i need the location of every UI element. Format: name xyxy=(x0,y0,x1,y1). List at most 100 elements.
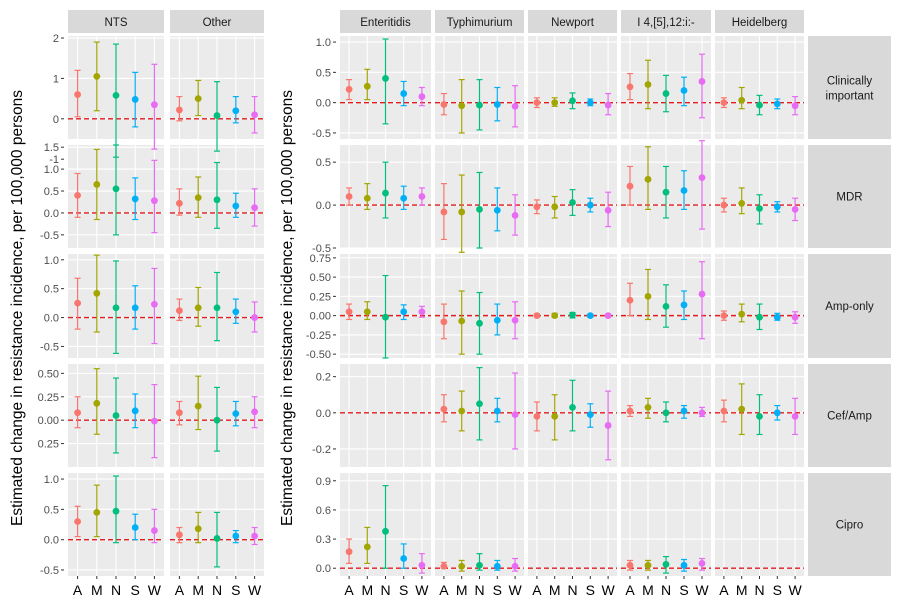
y-tick-label: 1.0 xyxy=(316,37,331,49)
point-estimate xyxy=(533,99,541,107)
point-estimate xyxy=(551,203,559,211)
y-tick-label: 0.00 xyxy=(38,415,59,427)
point-estimate xyxy=(251,204,258,212)
point-estimate xyxy=(458,102,466,110)
point-estimate xyxy=(176,409,183,417)
y-tick-label: 0.25 xyxy=(310,291,331,303)
point-estimate xyxy=(345,308,353,316)
point-estimate xyxy=(418,561,426,569)
point-estimate xyxy=(698,290,706,298)
y-tick-label: 0.25 xyxy=(38,439,59,451)
row-strip-cef-amp xyxy=(808,364,891,467)
column-strip-typhimurium xyxy=(435,10,524,33)
x-tick-label: S xyxy=(493,582,502,598)
x-tick-label: N xyxy=(661,582,671,598)
point-estimate xyxy=(662,302,670,310)
point-estimate xyxy=(440,562,448,570)
point-estimate xyxy=(644,292,652,300)
x-tick-label: S xyxy=(679,582,688,598)
y-tick-label: 0.0 xyxy=(316,408,331,420)
point-estimate xyxy=(476,400,483,408)
point-estimate xyxy=(251,408,258,416)
y-tick-label: 0.50 xyxy=(310,272,331,284)
x-tick-label: W xyxy=(508,582,522,598)
point-estimate xyxy=(604,101,612,109)
x-tick-label: M xyxy=(736,582,748,598)
x-tick-label: W xyxy=(148,582,162,598)
point-estimate xyxy=(493,206,501,214)
column-strip-label: Enteritidis xyxy=(360,17,411,29)
point-estimate xyxy=(738,199,746,207)
point-estimate xyxy=(93,399,101,407)
point-estimate xyxy=(151,197,158,205)
y-tick-label: 0.9 xyxy=(316,476,331,488)
x-tick-label: S xyxy=(773,582,782,598)
row-strip-clinically-important xyxy=(808,36,891,139)
y-tick-label: 0.0 xyxy=(44,313,59,325)
point-estimate xyxy=(112,185,120,193)
point-estimate xyxy=(400,194,408,202)
point-estimate xyxy=(74,192,81,199)
point-estimate xyxy=(112,412,120,419)
x-tick-label: W xyxy=(415,582,429,598)
y-tick-label: 0.5 xyxy=(44,284,59,296)
y-tick-label: 0.75 xyxy=(310,253,331,265)
point-estimate xyxy=(151,300,158,308)
point-estimate xyxy=(756,205,763,212)
point-estimate xyxy=(251,532,258,540)
point-estimate xyxy=(476,561,483,569)
point-estimate xyxy=(680,87,688,94)
point-estimate xyxy=(493,101,501,108)
point-estimate xyxy=(213,196,221,204)
x-tick-label: N xyxy=(474,582,484,598)
y-tick-label: 0.0 xyxy=(316,200,331,212)
point-estimate xyxy=(458,407,466,415)
column-strip-label: NTS xyxy=(105,17,128,29)
y-tick-label: -0.5 xyxy=(312,128,331,140)
column-strip-enteritidis xyxy=(340,10,431,33)
point-estimate xyxy=(644,175,652,183)
point-estimate xyxy=(74,518,81,525)
point-estimate xyxy=(511,411,519,418)
y-tick-label: -0.5 xyxy=(40,565,59,577)
point-estimate xyxy=(194,95,202,103)
point-estimate xyxy=(511,316,519,324)
point-estimate xyxy=(213,304,221,312)
point-estimate xyxy=(440,101,448,108)
point-estimate xyxy=(232,410,240,418)
point-estimate xyxy=(112,304,120,312)
x-tick-label: M xyxy=(361,582,373,598)
point-estimate xyxy=(74,299,81,307)
point-estimate xyxy=(533,312,541,320)
point-estimate xyxy=(698,409,706,417)
x-tick-label: W xyxy=(248,582,262,598)
point-estimate xyxy=(131,304,139,312)
column-strip-label: Typhimurium xyxy=(447,17,513,29)
y-tick-label: -0.5 xyxy=(312,243,331,255)
point-estimate xyxy=(773,203,781,211)
x-tick-label: M xyxy=(456,582,468,598)
x-tick-label: A xyxy=(439,582,449,598)
point-estimate xyxy=(791,413,799,420)
row-strip-mdr xyxy=(808,145,891,248)
point-estimate xyxy=(74,409,81,417)
point-estimate xyxy=(440,405,448,413)
point-estimate xyxy=(626,296,634,304)
x-tick-label: M xyxy=(549,582,561,598)
point-estimate xyxy=(756,101,763,109)
point-estimate xyxy=(791,205,799,213)
y-tick-label: 1.0 xyxy=(44,255,59,267)
point-estimate xyxy=(551,99,559,107)
y-tick-label: 0.6 xyxy=(316,505,331,517)
point-estimate xyxy=(458,317,466,325)
point-estimate xyxy=(680,407,688,415)
x-tick-label: S xyxy=(586,582,595,598)
point-estimate xyxy=(720,312,728,320)
y-tick-label: -0.25 xyxy=(306,330,331,342)
y-tick-label: 0.25 xyxy=(38,392,59,404)
point-estimate xyxy=(586,411,594,418)
point-estimate xyxy=(213,112,221,119)
point-estimate xyxy=(194,194,202,201)
y-tick-label: 0.50 xyxy=(38,368,59,380)
point-estimate xyxy=(176,106,183,114)
